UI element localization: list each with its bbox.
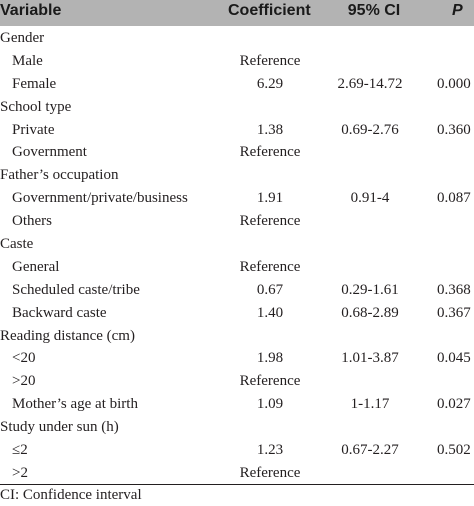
row-ci: 2.69-14.72 bbox=[337, 75, 403, 92]
row-label: Female bbox=[12, 75, 57, 92]
row-coefficient: 0.67 bbox=[256, 281, 284, 298]
row-p: 0.000 bbox=[437, 75, 471, 92]
row-label: Scheduled caste/tribe bbox=[12, 281, 140, 298]
row-coefficient: Reference bbox=[239, 464, 301, 481]
row-coefficient: 1.09 bbox=[256, 396, 284, 413]
table-row: Gender bbox=[0, 27, 474, 50]
row-coefficient: 1.91 bbox=[256, 190, 284, 207]
row-ci: 1.01-3.87 bbox=[341, 350, 399, 367]
table-row: Government/private/business 1.91 0.91-4 0.0… bbox=[0, 187, 474, 210]
row-label: General bbox=[12, 258, 60, 275]
row-coefficient: Reference bbox=[239, 144, 301, 161]
row-ci: 0.67-2.27 bbox=[341, 442, 399, 459]
row-label: School type bbox=[0, 98, 72, 115]
row-label: Male bbox=[12, 52, 43, 69]
table-row: Female 6.29 2.69-14.72 0.000 bbox=[0, 73, 474, 96]
row-p: 0.087 bbox=[437, 190, 471, 207]
row-label: Father’s occupation bbox=[0, 167, 119, 184]
table-row: Private 1.38 0.69-2.76 0.360 bbox=[0, 119, 474, 142]
row-p: 0.367 bbox=[437, 304, 471, 321]
row-p: 0.502 bbox=[437, 442, 471, 459]
table-row: Reading distance (cm) bbox=[0, 325, 474, 348]
row-label: Reading distance (cm) bbox=[0, 327, 135, 344]
row-label: Government/private/business bbox=[12, 190, 188, 207]
table-row: <20 1.98 1.01-3.87 0.045 bbox=[0, 347, 474, 370]
row-coefficient: 1.38 bbox=[256, 121, 284, 138]
row-p: 0.027 bbox=[437, 396, 471, 413]
header-variable: Variable bbox=[0, 2, 62, 19]
table-divider bbox=[0, 484, 474, 485]
row-label: ≤2 bbox=[12, 442, 28, 459]
table-row: Male Reference bbox=[0, 50, 474, 73]
row-label: Backward caste bbox=[12, 304, 107, 321]
table-body: Gender Male Reference Female 6.29 2.69-14.72 0… bbox=[0, 27, 474, 485]
table-row: Mother’s age at birth 1.09 1-1.17 0.027 bbox=[0, 393, 474, 416]
table-header: Variable Coefficient 95% CI P bbox=[0, 0, 474, 26]
table-row: General Reference bbox=[0, 256, 474, 279]
row-coefficient: 1.40 bbox=[256, 304, 284, 321]
row-p: 0.368 bbox=[437, 281, 471, 298]
row-label: >2 bbox=[12, 464, 28, 481]
footnote: CI: Confidence interval bbox=[0, 487, 142, 503]
row-coefficient: Reference bbox=[239, 373, 301, 390]
row-label: >20 bbox=[12, 373, 36, 390]
table-row: School type bbox=[0, 96, 474, 119]
row-label: Government bbox=[12, 144, 87, 161]
row-label: Others bbox=[12, 213, 52, 230]
row-coefficient: Reference bbox=[239, 258, 301, 275]
row-ci: 0.68-2.89 bbox=[341, 304, 399, 321]
row-label: Mother’s age at birth bbox=[12, 396, 138, 413]
row-coefficient: Reference bbox=[239, 213, 301, 230]
table-row: Study under sun (h) bbox=[0, 416, 474, 439]
row-ci: 0.69-2.76 bbox=[341, 121, 399, 138]
row-label: Private bbox=[12, 121, 55, 138]
table-row: Government Reference bbox=[0, 141, 474, 164]
table-row: Others Reference bbox=[0, 210, 474, 233]
header-ci: 95% CI bbox=[347, 2, 401, 19]
table-row: Backward caste 1.40 0.68-2.89 0.367 bbox=[0, 302, 474, 325]
row-ci: 0.91-4 bbox=[350, 190, 390, 207]
row-label: <20 bbox=[12, 350, 36, 367]
row-coefficient: Reference bbox=[239, 52, 301, 69]
row-ci: 1-1.17 bbox=[350, 396, 390, 413]
row-p: 0.045 bbox=[437, 350, 471, 367]
table-row: Caste bbox=[0, 233, 474, 256]
table-row: >20 Reference bbox=[0, 370, 474, 393]
row-label: Gender bbox=[0, 30, 45, 46]
row-coefficient: 6.29 bbox=[256, 75, 284, 92]
table-row: ≤2 1.23 0.67-2.27 0.502 bbox=[0, 439, 474, 462]
row-ci: 0.29-1.61 bbox=[341, 281, 399, 298]
row-coefficient: 1.23 bbox=[256, 442, 284, 459]
table-row: Scheduled caste/tribe 0.67 0.29-1.61 0.368 bbox=[0, 279, 474, 302]
table-row: Father’s occupation bbox=[0, 164, 474, 187]
header-p: P bbox=[452, 2, 463, 19]
row-p: 0.360 bbox=[437, 121, 471, 138]
header-coefficient: Coefficient bbox=[228, 2, 311, 19]
row-label: Caste bbox=[0, 236, 34, 253]
row-label: Study under sun (h) bbox=[0, 419, 119, 436]
table-row: >2 Reference bbox=[0, 462, 474, 485]
row-coefficient: 1.98 bbox=[256, 350, 284, 367]
